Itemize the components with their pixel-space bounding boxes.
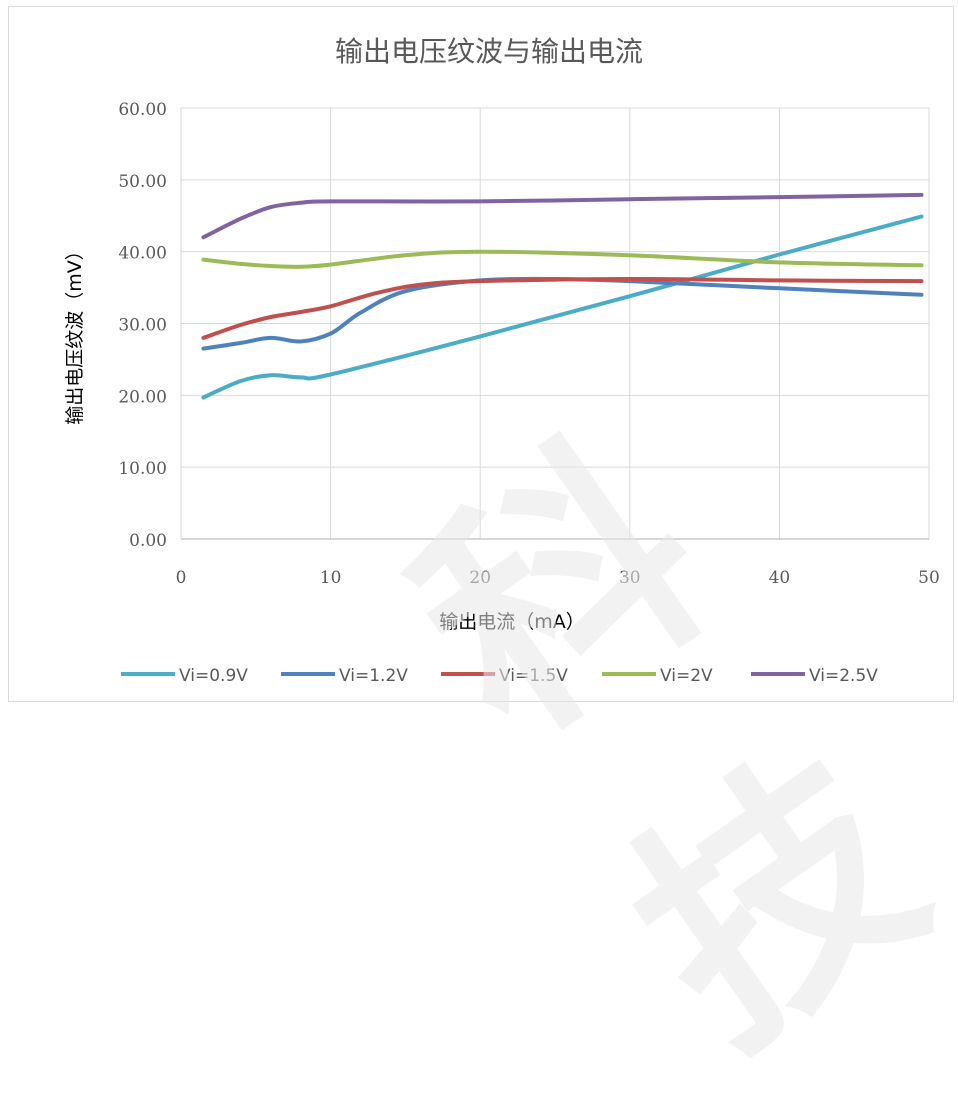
y-axis-label: 输出电压纹波（mV）	[64, 241, 86, 425]
x-tick-label: 0	[176, 568, 187, 588]
legend-label-4: Vi=2V	[660, 666, 713, 686]
chart-title: 输出电压纹波与输出电流	[335, 35, 643, 68]
x-tick-label: 50	[918, 568, 940, 588]
x-axis-label: 输出电流（mA）	[439, 611, 585, 633]
x-tick-label: 20	[469, 568, 491, 588]
x-tick-label: 40	[769, 568, 791, 588]
series-lines	[201, 192, 924, 400]
legend-label-1: Vi=0.9V	[179, 666, 248, 686]
legend-label-2: Vi=1.2V	[339, 666, 408, 686]
y-tick-label: 0.00	[129, 531, 167, 551]
legend-label-5: Vi=2.5V	[809, 666, 878, 686]
gridlines	[181, 107, 930, 539]
y-tick-label: 10.00	[118, 459, 167, 479]
series-line-5	[201, 192, 924, 240]
legend-label-3: Vi=1.5V	[499, 666, 568, 686]
y-tick-label: 60.00	[118, 100, 167, 120]
line-chart: 输出电压纹波与输出电流 0.00 10.00 20.00 30.00 40.00 50.0…	[64, 35, 940, 686]
axes: 0.00 10.00 20.00 30.00 40.00 50.00 60.00 0 10 20 3…	[118, 100, 939, 588]
series-line-3	[201, 276, 924, 340]
y-tick-label: 30.00	[118, 316, 167, 336]
legend: Vi=0.9V Vi=1.2V Vi=1.5V Vi=2V Vi=2.5V	[121, 666, 878, 686]
series-line-1	[201, 214, 924, 400]
series-line-4	[201, 249, 924, 269]
chart-frame: 输出电压纹波与输出电流 0.00 10.00 20.00 30.00 40.00 50.0…	[8, 6, 958, 1100]
x-tick-label: 30	[619, 568, 641, 588]
x-tick-label: 10	[320, 568, 342, 588]
y-tick-label: 20.00	[118, 387, 167, 407]
y-tick-label: 50.00	[118, 172, 167, 192]
series-line-2	[201, 276, 924, 351]
y-tick-label: 40.00	[118, 244, 167, 264]
